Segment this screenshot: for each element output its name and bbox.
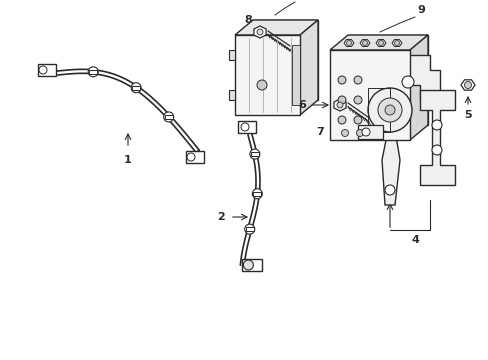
Circle shape (384, 105, 394, 115)
Bar (329, 50, 409, 140)
Circle shape (341, 130, 348, 136)
Circle shape (356, 130, 363, 136)
Circle shape (244, 224, 254, 234)
Polygon shape (409, 35, 427, 140)
Circle shape (464, 81, 470, 89)
Text: 2: 2 (217, 212, 224, 222)
Circle shape (337, 76, 346, 84)
Circle shape (252, 189, 262, 199)
Bar (238, 121, 256, 133)
Circle shape (243, 260, 253, 270)
Polygon shape (329, 35, 427, 50)
Circle shape (163, 112, 173, 122)
Circle shape (353, 116, 361, 124)
Circle shape (378, 40, 383, 45)
Polygon shape (379, 55, 439, 100)
Circle shape (346, 40, 351, 45)
Polygon shape (375, 40, 385, 46)
Circle shape (431, 120, 441, 130)
Circle shape (377, 98, 401, 122)
Bar (250, 152, 258, 156)
Polygon shape (391, 40, 401, 46)
Circle shape (353, 76, 361, 84)
Polygon shape (252, 20, 317, 100)
Circle shape (431, 145, 441, 155)
Polygon shape (359, 40, 369, 46)
Bar (38, 64, 56, 76)
Bar (89, 70, 97, 74)
Text: 5: 5 (463, 110, 471, 120)
Text: 9: 9 (416, 5, 424, 15)
Circle shape (257, 80, 266, 90)
Bar (164, 115, 172, 119)
Circle shape (384, 185, 394, 195)
Bar (235, 35, 299, 115)
Text: 4: 4 (410, 235, 418, 245)
Circle shape (362, 40, 367, 45)
Circle shape (367, 88, 411, 132)
Text: 8: 8 (244, 15, 251, 25)
Circle shape (249, 149, 259, 159)
Bar (185, 151, 203, 163)
Circle shape (336, 102, 342, 108)
Text: 6: 6 (298, 100, 305, 110)
Polygon shape (235, 20, 317, 35)
Circle shape (394, 40, 399, 45)
Circle shape (39, 66, 47, 74)
Polygon shape (381, 130, 399, 205)
Polygon shape (419, 90, 454, 185)
Text: 1: 1 (124, 155, 132, 165)
Polygon shape (299, 20, 317, 115)
Circle shape (337, 116, 346, 124)
Polygon shape (333, 99, 346, 111)
Text: 7: 7 (315, 127, 323, 137)
Bar (253, 192, 261, 196)
Circle shape (186, 153, 195, 161)
Polygon shape (253, 26, 265, 38)
Bar (242, 259, 262, 271)
Polygon shape (343, 40, 353, 46)
Circle shape (88, 67, 98, 77)
Polygon shape (347, 35, 427, 125)
Circle shape (361, 128, 369, 136)
Bar (291, 45, 299, 105)
Polygon shape (228, 90, 235, 100)
Polygon shape (387, 100, 394, 130)
Polygon shape (228, 50, 235, 60)
Bar (245, 227, 253, 231)
Circle shape (401, 76, 413, 88)
Circle shape (337, 96, 346, 104)
Circle shape (257, 29, 263, 35)
Polygon shape (460, 80, 474, 90)
Circle shape (353, 96, 361, 104)
Bar (367, 88, 389, 132)
Bar (132, 86, 140, 90)
Circle shape (131, 83, 141, 93)
Circle shape (241, 123, 248, 131)
Bar (357, 125, 382, 139)
